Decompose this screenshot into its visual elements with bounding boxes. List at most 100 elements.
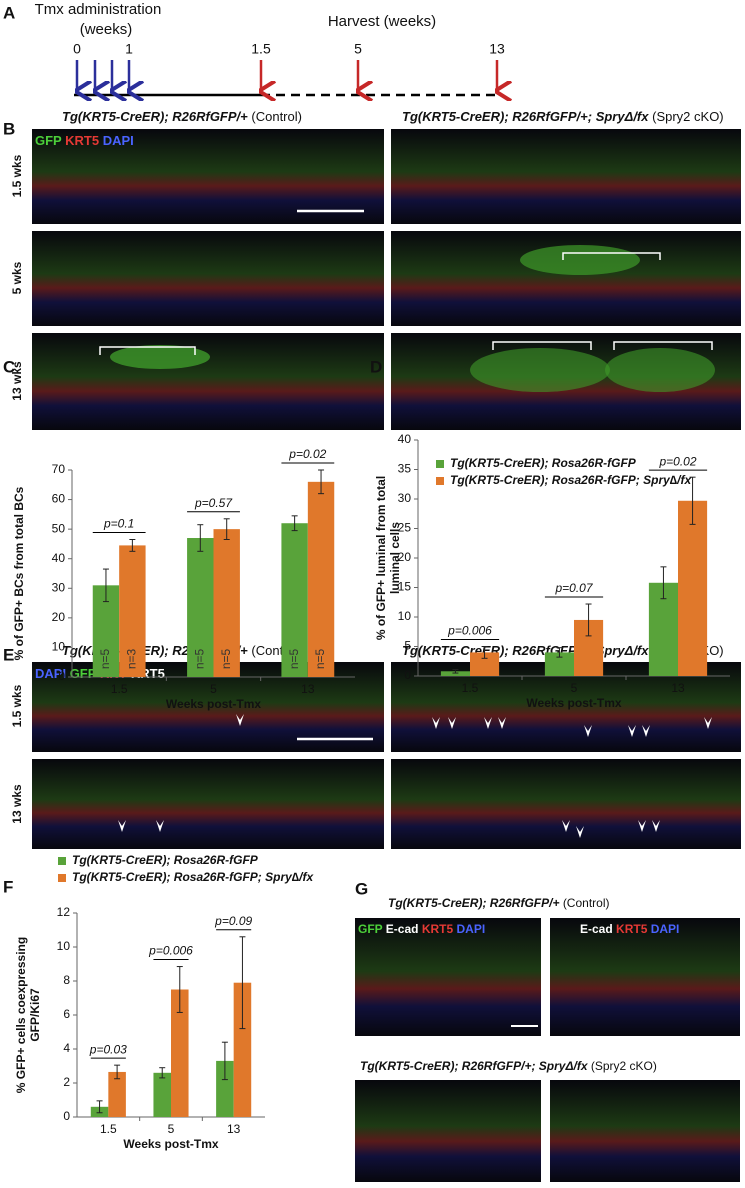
- bar: [440, 671, 470, 676]
- y-tick-label: 6: [63, 1007, 70, 1021]
- y-tick-label: 35: [398, 462, 412, 476]
- y-tick-label: 2: [63, 1075, 70, 1089]
- header: Tg(KRT5-CreER); R26RfGFP/+; SpryΔ/fx (Sp…: [402, 109, 724, 124]
- row-label: 13 wks: [10, 784, 24, 824]
- bar: [187, 538, 214, 677]
- x-tick-label: 1.5: [111, 682, 128, 696]
- x-tick-label: 13: [301, 682, 315, 696]
- x-axis-label: Weeks post-Tmx: [123, 1137, 218, 1151]
- row-label: 13 wks: [10, 361, 24, 401]
- header: Tg(KRT5-CreER); R26RfGFP/+; SpryΔ/fx (Sp…: [360, 1059, 657, 1073]
- tmx-unit: (weeks): [80, 21, 133, 38]
- n-label: n=5: [192, 648, 206, 669]
- bar: [678, 500, 708, 676]
- n-label: n=5: [98, 648, 112, 669]
- legend-label: Tg(KRT5-CreER); Rosa26R-fGFP; Spry∆/fx: [72, 870, 314, 884]
- y-tick-label: 40: [52, 551, 66, 565]
- y-tick-label: 15: [398, 580, 412, 594]
- row-label: 1.5 wks: [10, 154, 24, 197]
- stain-legend: GFP E-cad KRT5 DAPI: [358, 922, 485, 936]
- row-label: 1.5 wks: [10, 684, 24, 727]
- y-tick-label: 0: [58, 669, 65, 683]
- x-tick-label: 5: [210, 682, 217, 696]
- bar: [216, 1060, 234, 1117]
- n-label: n=5: [219, 648, 233, 669]
- y-axis-label: luminal cells: [388, 522, 402, 594]
- header: Tg(KRT5-CreER); R26RfGFP/+ (Control): [62, 109, 302, 124]
- timepoint: 5: [354, 41, 362, 57]
- y-axis-label: % of GFP+ luminal from total: [374, 476, 388, 640]
- y-tick-label: 0: [404, 668, 411, 682]
- panel-letter: E: [3, 645, 14, 664]
- panel-letter: D: [370, 357, 382, 376]
- bar: [153, 1072, 171, 1117]
- y-tick-label: 30: [398, 491, 412, 505]
- micrographs: [32, 662, 741, 849]
- bar: [307, 481, 335, 677]
- y-tick-label: 10: [398, 609, 412, 623]
- panel-letter: F: [3, 877, 13, 896]
- timepoint: 13: [489, 41, 505, 57]
- p-value: p=0.03: [89, 1042, 127, 1056]
- legend-label: Tg(KRT5-CreER); Rosa26R-fGFP; Spry∆/fx: [450, 473, 692, 487]
- p-value: p=0.1: [103, 517, 134, 531]
- timepoint: 0: [73, 41, 81, 57]
- bar: [281, 523, 308, 677]
- y-axis-label: GFP/Ki67: [28, 988, 42, 1042]
- x-tick-label: 13: [671, 681, 685, 695]
- y-tick-label: 25: [398, 521, 412, 535]
- y-tick-label: 10: [52, 640, 66, 654]
- x-tick-label: 1.5: [100, 1122, 117, 1136]
- tmx-arrows: [77, 60, 129, 91]
- x-tick-label: 1.5: [462, 681, 479, 695]
- bar: [470, 652, 500, 676]
- panel-b: B Tg(KRT5-CreER); R26RfGFP/+ (Control) T…: [3, 109, 741, 430]
- p-value: p=0.07: [554, 581, 593, 595]
- x-tick-label: 13: [227, 1122, 241, 1136]
- p-value: p=0.57: [194, 496, 233, 510]
- p-value: p=0.02: [288, 447, 326, 461]
- y-tick-label: 10: [57, 939, 71, 953]
- y-tick-label: 5: [404, 639, 411, 653]
- y-tick-label: 40: [398, 432, 412, 446]
- timepoint: 1.5: [251, 41, 271, 57]
- x-axis-label: Weeks post-Tmx: [526, 696, 621, 710]
- legend-swatch: [436, 460, 444, 468]
- harvest-arrows: [261, 60, 497, 91]
- bar: [171, 989, 189, 1117]
- y-tick-label: 20: [398, 550, 412, 564]
- bar: [108, 1071, 126, 1117]
- panel-a: A Tmx administration (weeks) Harvest (we…: [3, 1, 505, 95]
- y-tick-label: 8: [63, 973, 70, 987]
- header: Tg(KRT5-CreER); R26RfGFP/+ (Control): [388, 896, 610, 910]
- panel-g: G Tg(KRT5-CreER); R26RfGFP/+ (Control) G…: [355, 879, 740, 1182]
- y-tick-label: 0: [63, 1109, 70, 1123]
- legend-label: Tg(KRT5-CreER); Rosa26R-fGFP: [450, 456, 637, 470]
- n-label: n=5: [287, 648, 301, 669]
- legend-swatch: [58, 874, 66, 882]
- y-tick-label: 50: [52, 521, 66, 535]
- stain-legend: GFP KRT5 DAPI: [35, 133, 134, 148]
- x-tick-label: 5: [571, 681, 578, 695]
- y-tick-label: 12: [57, 905, 71, 919]
- panel-letter: A: [3, 3, 15, 22]
- x-tick-label: 5: [168, 1122, 175, 1136]
- y-axis-label: % GFP+ cells coexpressing: [14, 937, 28, 1093]
- panel-letter: C: [3, 357, 15, 376]
- bar: [213, 529, 240, 677]
- p-value: p=0.02: [658, 454, 696, 468]
- p-value: p=0.09: [214, 914, 252, 928]
- p-value: p=0.006: [148, 944, 193, 958]
- legend-swatch: [58, 857, 66, 865]
- bar: [233, 982, 252, 1117]
- y-tick-label: 60: [52, 492, 66, 506]
- timepoint: 1: [125, 41, 133, 57]
- legend-label: Tg(KRT5-CreER); Rosa26R-fGFP: [72, 853, 259, 867]
- panel-e: E Tg(KRT5-CreER); R26RfGFP/+ (Control) T…: [3, 643, 741, 849]
- y-tick-label: 70: [52, 462, 66, 476]
- y-tick-label: 4: [63, 1041, 70, 1055]
- y-axis-label: % of GFP+ BCs from total BCs: [12, 486, 26, 660]
- legend-swatch: [436, 477, 444, 485]
- micrographs: [32, 129, 741, 430]
